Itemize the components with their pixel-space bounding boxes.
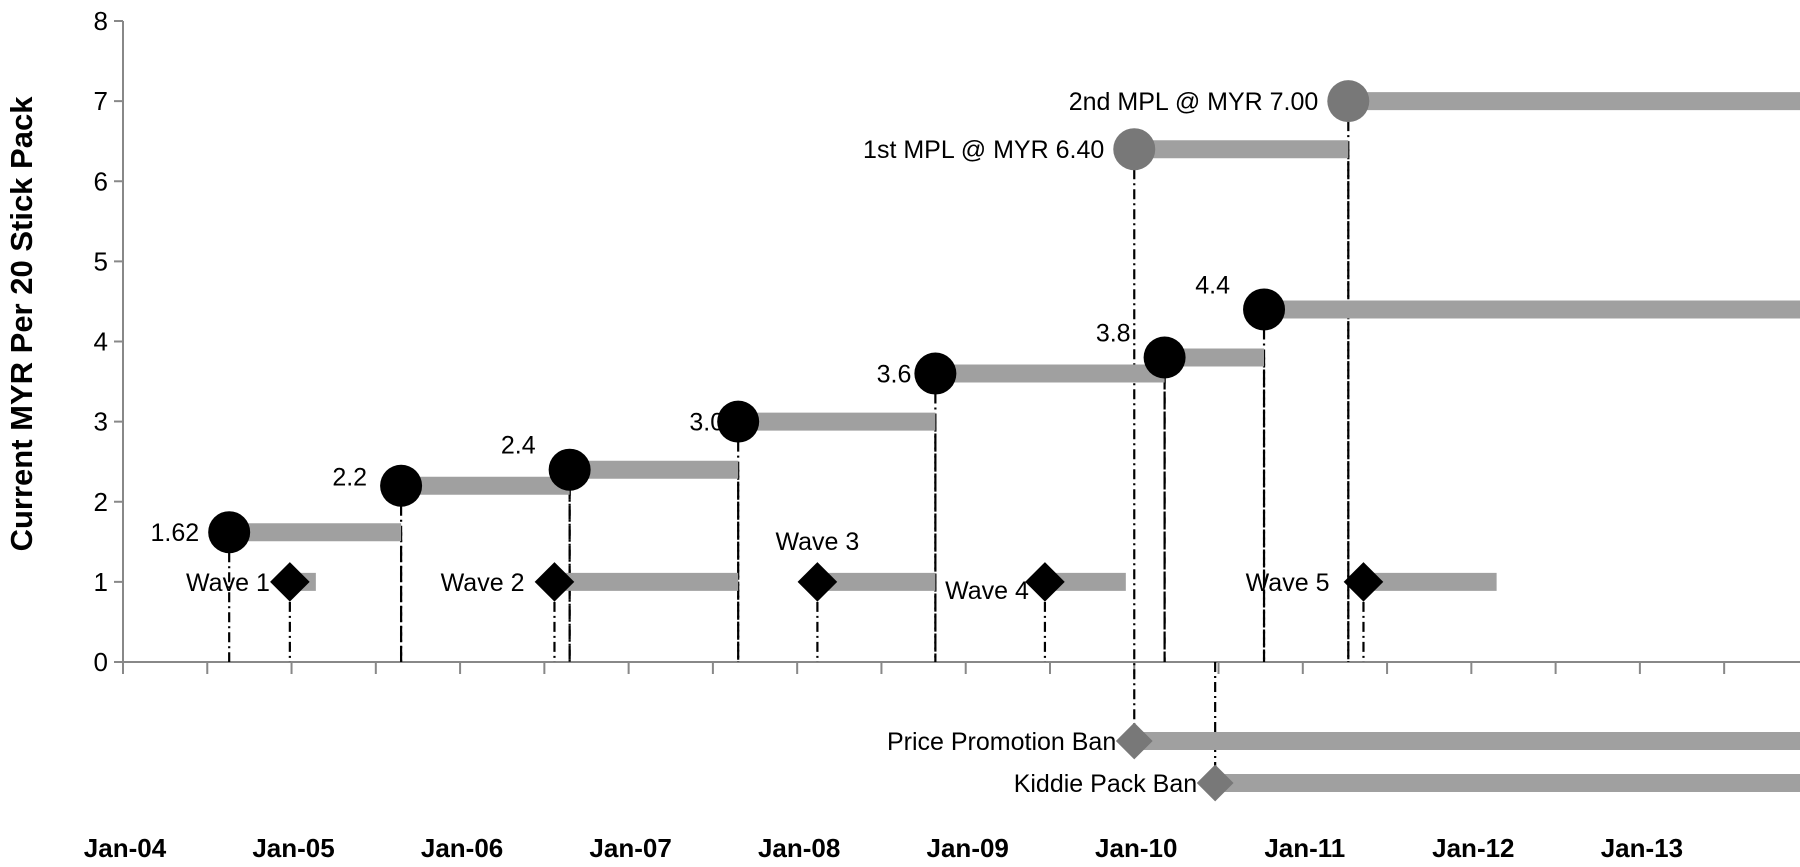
price-label: 3.8: [1096, 320, 1131, 348]
x-tick-label: Jan-12: [1432, 833, 1514, 863]
y-axis-label: Current MYR Per 20 Stick Pack: [4, 96, 39, 552]
axes: 0 1 2 3 4 5 6 7 8 Jan-04 Jan-05 Jan-06 Jan-07 Jan-08 J…: [84, 6, 1800, 863]
x-tick-label: Jan-09: [927, 833, 1009, 863]
price-marker: [1143, 336, 1186, 379]
wave-marker: [1343, 562, 1384, 602]
step-bars: [229, 92, 1800, 792]
wave-label: Wave 2: [441, 569, 525, 597]
wave-label: Wave 1: [186, 569, 270, 597]
y-tick-label: 7: [94, 86, 108, 116]
wave-marker: [797, 562, 838, 602]
price-marker: [717, 400, 760, 443]
wave-marker: [534, 562, 575, 602]
ban-marker: [1196, 764, 1234, 802]
connector-lines: [228, 101, 1365, 783]
wave-marker: [1025, 562, 1065, 602]
labels: 1.62 2.2 2.4 3.0 3.6 3.8 4.4 1st MPL @ MYR 6.40…: [151, 88, 1330, 798]
y-tick-label: 3: [94, 407, 108, 437]
y-tick-label: 2: [94, 487, 108, 517]
mpl-marker: [1113, 128, 1156, 171]
price-label: 2.4: [501, 432, 536, 460]
x-tick-label: Jan-05: [252, 833, 334, 863]
price-label: 4.4: [1195, 271, 1230, 299]
wave-marker: [270, 562, 310, 602]
price-label: 3.0: [689, 409, 724, 437]
ban-label: Price Promotion Ban: [887, 728, 1116, 756]
price-marker: [1243, 288, 1286, 331]
price-marker: [548, 448, 591, 491]
y-tick-label: 0: [94, 647, 108, 677]
y-tick-label: 1: [94, 567, 108, 597]
wave-label: Wave 3: [775, 528, 859, 556]
x-tick-label: Jan-06: [421, 833, 503, 863]
price-label: 3.6: [877, 361, 912, 389]
y-tick-label: 6: [94, 166, 108, 196]
wave-label: Wave 5: [1246, 569, 1330, 597]
x-tick-label: Jan-11: [1264, 833, 1345, 863]
price-label: 2.2: [332, 464, 367, 492]
ban-label: Kiddie Pack Ban: [1014, 770, 1197, 798]
x-tick-label: Jan-07: [589, 833, 671, 863]
ban-marker: [1115, 722, 1153, 760]
x-tick-label: Jan-04: [84, 833, 167, 863]
mpl-marker: [1327, 80, 1370, 123]
x-tick-label: Jan-13: [1601, 833, 1683, 863]
markers: [208, 80, 1384, 802]
mpl-label: 2nd MPL @ MYR 7.00: [1069, 88, 1319, 116]
price-marker: [208, 511, 251, 554]
x-tick-label: Jan-08: [758, 833, 840, 863]
mpl-label: 1st MPL @ MYR 6.40: [863, 136, 1104, 164]
y-tick-label: 8: [94, 6, 108, 36]
x-tick-label: Jan-10: [1095, 833, 1177, 863]
y-tick-label: 5: [94, 246, 108, 276]
wave-label: Wave 4: [945, 577, 1029, 605]
price-marker: [914, 352, 957, 395]
price-label: 1.62: [151, 519, 200, 547]
price-marker: [380, 464, 423, 507]
y-tick-label: 4: [94, 327, 108, 357]
